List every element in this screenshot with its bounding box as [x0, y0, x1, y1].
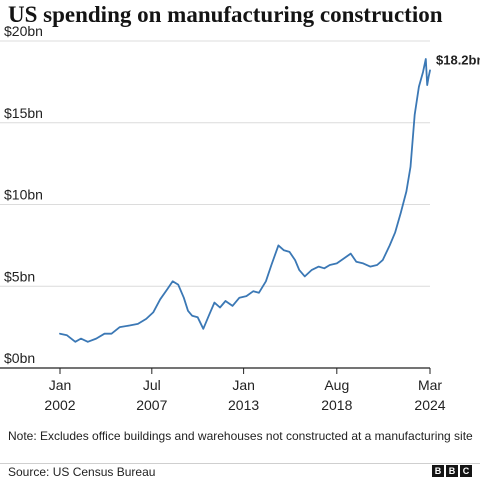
x-tick-label: 2002	[44, 397, 75, 413]
x-axis-ticks: Jan 2002 Jul 2007 Jan 2013 Aug 2018 Mar 2024	[44, 368, 446, 413]
x-tick-label: 2024	[414, 397, 445, 413]
x-tick-label: Jan	[232, 377, 255, 393]
source-text: Source: US Census Bureau	[8, 465, 156, 479]
x-tick-label: Mar	[418, 377, 442, 393]
y-tick-label: $0bn	[4, 350, 35, 366]
bbc-logo-letter: B	[432, 465, 444, 477]
annotation-layer: $18.2bn	[436, 52, 480, 67]
chart-note: Note: Excludes office buildings and ware…	[8, 429, 473, 443]
x-tick-label: Jan	[49, 377, 72, 393]
y-axis-ticks: $0bn $5bn $10bn $15bn $20bn	[4, 23, 43, 366]
y-tick-label: $20bn	[4, 23, 43, 39]
bbc-logo-letter: C	[460, 465, 472, 477]
bbc-logo: B B C	[432, 465, 472, 477]
x-tick-label: Jul	[143, 377, 161, 393]
line-chart: $0bn$5bn$10bn$15bn$20bn Jan2002Jul2007Ja…	[0, 23, 480, 413]
x-tick-label: 2018	[321, 397, 352, 413]
bbc-logo-letter: B	[446, 465, 458, 477]
y-tick-label: $10bn	[4, 187, 43, 203]
chart-title: US spending on manufacturing constructio…	[8, 2, 443, 27]
spending-series-line	[59, 58, 431, 343]
y-tick-label: $5bn	[4, 268, 35, 284]
x-tick-label: Aug	[324, 377, 349, 393]
x-tick-label: 2007	[136, 397, 167, 413]
y-tick-label: $15bn	[4, 105, 43, 121]
x-tick-label: 2013	[228, 397, 259, 413]
end-value-label: $18.2bn	[436, 52, 480, 67]
footer-divider	[0, 463, 480, 464]
gridlines	[0, 40, 430, 369]
series-layer	[59, 58, 431, 343]
